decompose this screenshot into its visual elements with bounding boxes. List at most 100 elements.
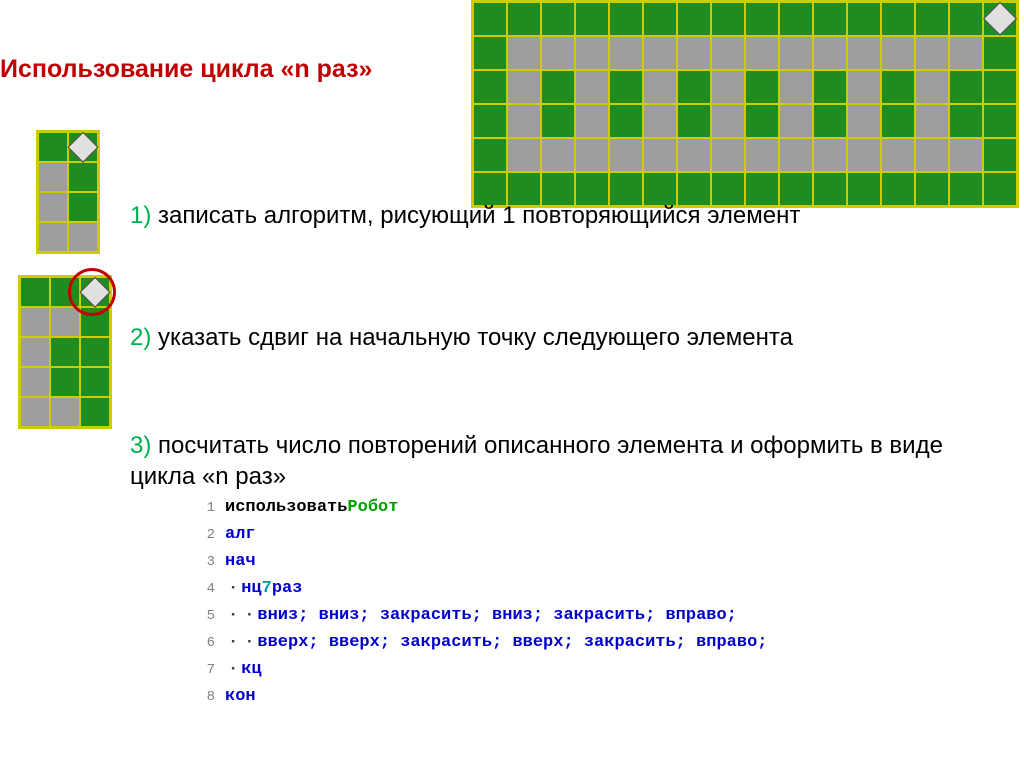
grid-cell	[50, 367, 80, 397]
step-3-text: посчитать число повторений описанного эл…	[130, 432, 943, 490]
grid-cell	[80, 367, 110, 397]
code-line-7: 7 · кц	[195, 660, 768, 687]
step-2-num: 2)	[130, 324, 151, 351]
grid-cell	[507, 104, 541, 138]
grid-cell	[609, 36, 643, 70]
grid-cell	[847, 70, 881, 104]
grid-cell	[38, 132, 68, 162]
grid-cell	[881, 104, 915, 138]
grid-cell	[881, 70, 915, 104]
code-line-5: 5 ·· вниз; вниз; закрасить; вниз; закрас…	[195, 606, 768, 633]
grid-cell	[847, 36, 881, 70]
grid-cell	[541, 70, 575, 104]
grid-cell	[711, 2, 745, 36]
grid-cell	[68, 162, 98, 192]
grid-cell	[575, 70, 609, 104]
grid-cell	[541, 104, 575, 138]
grid-cell	[541, 138, 575, 172]
grid-cell	[949, 138, 983, 172]
grid-cell	[779, 138, 813, 172]
grid-cell	[38, 192, 68, 222]
grid-cell	[813, 2, 847, 36]
grid-cell	[745, 138, 779, 172]
grid-cell	[711, 104, 745, 138]
grid-cell	[68, 192, 98, 222]
code-listing: 1 использовать Робот 2 алг 3 нач 4 · нц …	[195, 498, 768, 714]
robot-marker	[80, 277, 110, 307]
grid-cell	[643, 138, 677, 172]
grid-cell	[541, 36, 575, 70]
grid-cell	[881, 36, 915, 70]
grid-cell	[711, 36, 745, 70]
grid-cell	[983, 138, 1017, 172]
grid-cell	[507, 2, 541, 36]
grid-cell	[949, 2, 983, 36]
grid-cell	[50, 397, 80, 427]
grid-cell	[80, 337, 110, 367]
grid-cell	[50, 307, 80, 337]
grid-cell	[915, 104, 949, 138]
grid-cell	[711, 138, 745, 172]
grid-cell	[677, 2, 711, 36]
grid-cell	[643, 36, 677, 70]
robot-field-small-2	[18, 275, 112, 429]
grid-cell	[949, 104, 983, 138]
grid-cell	[507, 70, 541, 104]
grid-cell	[473, 36, 507, 70]
grid-cell	[779, 2, 813, 36]
grid-cell	[507, 36, 541, 70]
grid-cell	[847, 2, 881, 36]
step-1: 1) записать алгоритм, рисующий 1 повторя…	[130, 200, 1010, 231]
grid-cell	[983, 36, 1017, 70]
grid-cell	[881, 138, 915, 172]
grid-cell	[643, 104, 677, 138]
grid-cell	[983, 70, 1017, 104]
grid-cell	[609, 2, 643, 36]
step-2: 2) указать сдвиг на начальную точку след…	[130, 322, 890, 353]
grid-cell	[575, 104, 609, 138]
grid-cell	[711, 70, 745, 104]
grid-cell	[915, 36, 949, 70]
grid-cell	[949, 70, 983, 104]
grid-cell	[779, 70, 813, 104]
grid-cell	[813, 138, 847, 172]
grid-cell	[473, 70, 507, 104]
grid-cell	[20, 367, 50, 397]
grid-cell	[915, 2, 949, 36]
grid-cell	[745, 2, 779, 36]
grid-cell	[813, 70, 847, 104]
grid-cell	[677, 36, 711, 70]
grid-cell	[541, 2, 575, 36]
grid-cell	[20, 397, 50, 427]
grid-cell	[677, 70, 711, 104]
step-1-text: записать алгоритм, рисующий 1 повторяющи…	[151, 202, 800, 229]
page-title: Использование цикла «n раз»	[0, 55, 372, 84]
grid-cell	[745, 36, 779, 70]
grid-cell	[575, 2, 609, 36]
grid-cell	[915, 138, 949, 172]
grid-cell	[575, 36, 609, 70]
grid-cell	[881, 2, 915, 36]
step-1-num: 1)	[130, 202, 151, 229]
grid-cell	[609, 104, 643, 138]
grid-cell	[473, 138, 507, 172]
grid-cell	[609, 138, 643, 172]
grid-cell	[609, 70, 643, 104]
code-line-2: 2 алг	[195, 525, 768, 552]
grid-cell	[813, 104, 847, 138]
step-2-text: указать сдвиг на начальную точку следующ…	[151, 324, 793, 351]
grid-cell	[983, 104, 1017, 138]
grid-cell	[80, 397, 110, 427]
robot-marker	[68, 132, 98, 162]
code-line-4: 4 · нц 7 раз	[195, 579, 768, 606]
grid-cell	[847, 138, 881, 172]
code-line-6: 6 ·· вверх; вверх; закрасить; вверх; зак…	[195, 633, 768, 660]
robot-field-large	[471, 0, 1019, 208]
step-3: 3) посчитать число повторений описанного…	[130, 430, 960, 492]
grid-cell	[915, 70, 949, 104]
grid-cell	[677, 104, 711, 138]
grid-cell	[80, 307, 110, 337]
robot-field-small-1	[36, 130, 100, 254]
grid-cell	[50, 337, 80, 367]
grid-cell	[38, 162, 68, 192]
